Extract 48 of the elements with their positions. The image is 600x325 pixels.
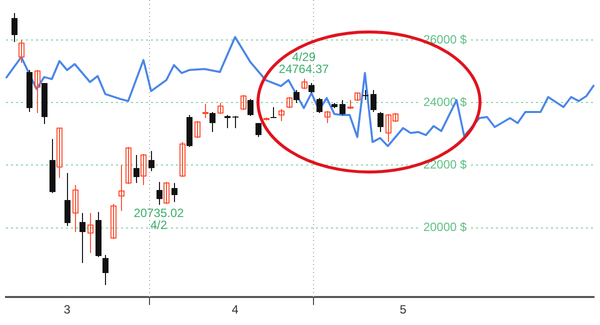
candlestick xyxy=(302,78,308,90)
candlestick xyxy=(88,212,94,254)
candlestick xyxy=(102,254,108,286)
candlestick xyxy=(110,204,116,240)
candlestick xyxy=(270,106,276,119)
candlestick xyxy=(224,114,230,129)
candlestick xyxy=(172,182,178,203)
candlestick xyxy=(210,112,216,133)
candlestick xyxy=(218,102,224,115)
annotation: 4/2 xyxy=(150,218,168,232)
candlestick xyxy=(278,108,284,122)
candlestick xyxy=(72,184,78,233)
candlestick xyxy=(180,142,186,178)
candlestick xyxy=(324,110,330,124)
candlestick xyxy=(156,182,162,206)
candlestick xyxy=(140,154,146,186)
candlestick xyxy=(308,82,314,94)
candlestick xyxy=(316,98,322,114)
candlestick xyxy=(378,112,384,133)
candlestick xyxy=(80,212,86,264)
candlestick xyxy=(256,122,262,138)
candlestick xyxy=(248,98,254,117)
y-tick-label: 20000 $ xyxy=(423,220,468,234)
candlestick xyxy=(118,164,124,212)
candlestick xyxy=(370,90,376,113)
annotation: 20735.02 xyxy=(134,206,184,220)
candlestick xyxy=(126,146,132,185)
candlestick xyxy=(202,104,208,119)
annotation: 24764.37 xyxy=(278,62,330,76)
candlestick xyxy=(12,12,18,43)
candlestick xyxy=(232,116,238,129)
candlestick xyxy=(148,150,154,172)
candlestick xyxy=(134,154,140,184)
candlestick xyxy=(286,96,292,109)
candlestick xyxy=(64,172,70,227)
x-tick-label: 5 xyxy=(400,302,407,317)
candlestick xyxy=(340,100,346,116)
candlestick xyxy=(34,70,40,114)
annotation: 4/29 xyxy=(292,50,316,64)
candlestick xyxy=(294,90,300,104)
candlestick xyxy=(240,94,246,111)
candlestick xyxy=(56,128,62,179)
candlestick xyxy=(362,90,368,101)
x-tick-label: 4 xyxy=(232,302,239,317)
candlestick xyxy=(18,40,24,64)
x-tick-label: 3 xyxy=(64,302,71,317)
candlestick xyxy=(194,120,200,139)
candlestick xyxy=(164,182,170,205)
